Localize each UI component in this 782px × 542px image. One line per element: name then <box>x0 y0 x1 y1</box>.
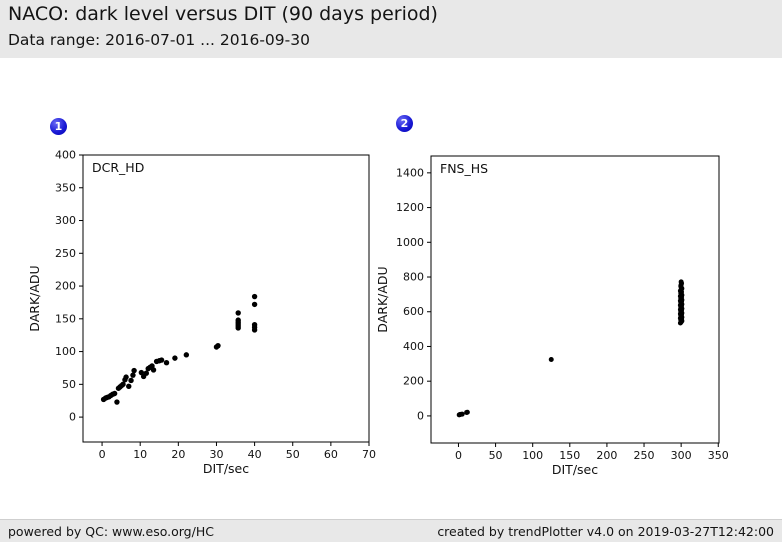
x-tick-label: 70 <box>362 448 376 461</box>
x-tick-label: 200 <box>596 449 617 462</box>
x-tick-label: 10 <box>133 448 147 461</box>
y-axis-label: DARK/ADU <box>375 266 390 332</box>
data-point <box>114 399 120 405</box>
x-tick-label: 20 <box>171 448 185 461</box>
data-point <box>235 310 241 316</box>
data-point <box>131 367 137 374</box>
y-tick-label: 0 <box>417 409 424 422</box>
page-footer: powered by QC: www.eso.org/HC created by… <box>0 519 782 542</box>
scatter-plot-dcr-hd[interactable]: 0 10 20 30 40 50 60 70 0 50 100 150 200 250 300 350 400 D… <box>20 145 391 490</box>
y-tick-label: 400 <box>403 340 424 353</box>
plot2-index-label: 2 <box>400 117 409 130</box>
y-tick-label: 150 <box>55 312 76 325</box>
data-point <box>459 411 465 417</box>
axes-frame <box>82 154 370 443</box>
y-axis-label: DARK/ADU <box>27 265 42 331</box>
data-point <box>123 374 129 380</box>
data-point <box>215 342 221 349</box>
data-point <box>251 301 258 308</box>
x-axis-label: DIT/sec <box>203 461 249 476</box>
x-tick-label: 50 <box>286 448 300 461</box>
data-point <box>130 372 136 378</box>
plot-series-label: DCR_HD <box>92 160 144 175</box>
y-tick-label: 400 <box>55 149 76 162</box>
data-point <box>251 293 258 300</box>
data-point <box>163 360 170 366</box>
data-point <box>183 352 190 358</box>
scatter-plot-fns-hs[interactable]: 0 50 100 150 200 250 300 350 0 200 400 600 800 1000 12… <box>368 145 739 490</box>
y-tick-label: 200 <box>55 280 76 293</box>
x-tick-label: 30 <box>209 448 223 461</box>
data-point <box>464 409 470 415</box>
data-point <box>120 381 126 388</box>
y-tick-label: 50 <box>62 378 76 391</box>
date-range: Data range: 2016-07-01 ... 2016-09-30 <box>8 31 310 49</box>
y-tick-label: 1400 <box>396 166 424 179</box>
data-point <box>235 317 241 323</box>
plot1-index-label: 1 <box>54 120 63 133</box>
page-header: NACO: dark level versus DIT (90 days per… <box>0 0 782 58</box>
x-tick-label: 350 <box>708 449 729 462</box>
data-point <box>548 356 554 362</box>
plot1-index-badge[interactable]: 1 <box>50 118 67 135</box>
data-point <box>111 390 118 397</box>
y-tick-label: 200 <box>403 375 424 388</box>
data-point <box>150 367 157 373</box>
data-point <box>172 355 178 361</box>
x-axis-label: DIT/sec <box>552 462 598 477</box>
x-tick-label: 60 <box>324 448 338 461</box>
x-tick-label: 50 <box>489 449 503 462</box>
y-tick-label: 350 <box>55 181 76 194</box>
data-point <box>128 377 134 384</box>
x-tick-label: 300 <box>671 449 692 462</box>
x-tick-label: 100 <box>522 449 543 462</box>
axes-frame <box>430 155 720 444</box>
plot-series-label: FNS_HS <box>440 161 488 176</box>
data-point <box>158 357 165 363</box>
data-point <box>143 370 150 376</box>
x-tick-label: 0 <box>455 449 462 462</box>
page-title: NACO: dark level versus DIT (90 days per… <box>8 3 438 25</box>
y-tick-label: 100 <box>55 345 76 358</box>
footer-created-by: created by trendPlotter v4.0 on 2019-03-… <box>437 523 774 539</box>
y-tick-label: 0 <box>69 411 76 424</box>
data-point <box>678 279 684 285</box>
data-point <box>138 369 145 376</box>
y-tick-label: 300 <box>55 214 76 227</box>
data-point <box>251 322 258 328</box>
y-tick-label: 800 <box>403 271 424 284</box>
y-tick-label: 1200 <box>396 201 424 214</box>
y-tick-label: 250 <box>55 247 76 260</box>
x-tick-label: 40 <box>248 448 262 461</box>
plot2-index-badge[interactable]: 2 <box>396 115 413 132</box>
y-tick-label: 600 <box>403 305 424 318</box>
x-tick-label: 150 <box>559 449 580 462</box>
x-tick-label: 0 <box>99 448 106 461</box>
y-tick-label: 1000 <box>396 236 424 249</box>
data-point <box>126 383 132 390</box>
x-tick-label: 250 <box>634 449 655 462</box>
footer-powered-by: powered by QC: www.eso.org/HC <box>8 523 214 539</box>
